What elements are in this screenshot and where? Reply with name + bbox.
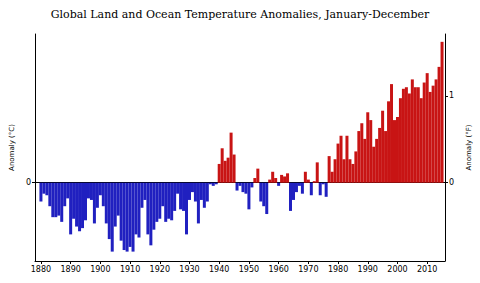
svg-text:Anomaly (°C): Anomaly (°C): [8, 124, 16, 171]
svg-text:0: 0: [26, 178, 31, 187]
svg-text:1890: 1890: [60, 265, 80, 274]
svg-text:2010: 2010: [417, 265, 437, 274]
svg-text:1910: 1910: [120, 265, 140, 274]
svg-text:Global Land and Ocean Temperat: Global Land and Ocean Temperature Anomal…: [51, 8, 430, 21]
svg-text:1: 1: [449, 91, 454, 100]
svg-text:1930: 1930: [179, 265, 199, 274]
svg-text:Anomaly (°F): Anomaly (°F): [465, 124, 473, 170]
svg-text:1990: 1990: [358, 265, 378, 274]
svg-text:1970: 1970: [298, 265, 318, 274]
svg-text:0: 0: [449, 178, 454, 187]
svg-text:1960: 1960: [268, 265, 288, 274]
svg-text:2000: 2000: [387, 265, 407, 274]
svg-text:1880: 1880: [31, 265, 51, 274]
svg-text:1920: 1920: [150, 265, 170, 274]
svg-text:1940: 1940: [209, 265, 229, 274]
svg-text:1950: 1950: [239, 265, 259, 274]
svg-text:1900: 1900: [90, 265, 110, 274]
svg-text:1980: 1980: [328, 265, 348, 274]
